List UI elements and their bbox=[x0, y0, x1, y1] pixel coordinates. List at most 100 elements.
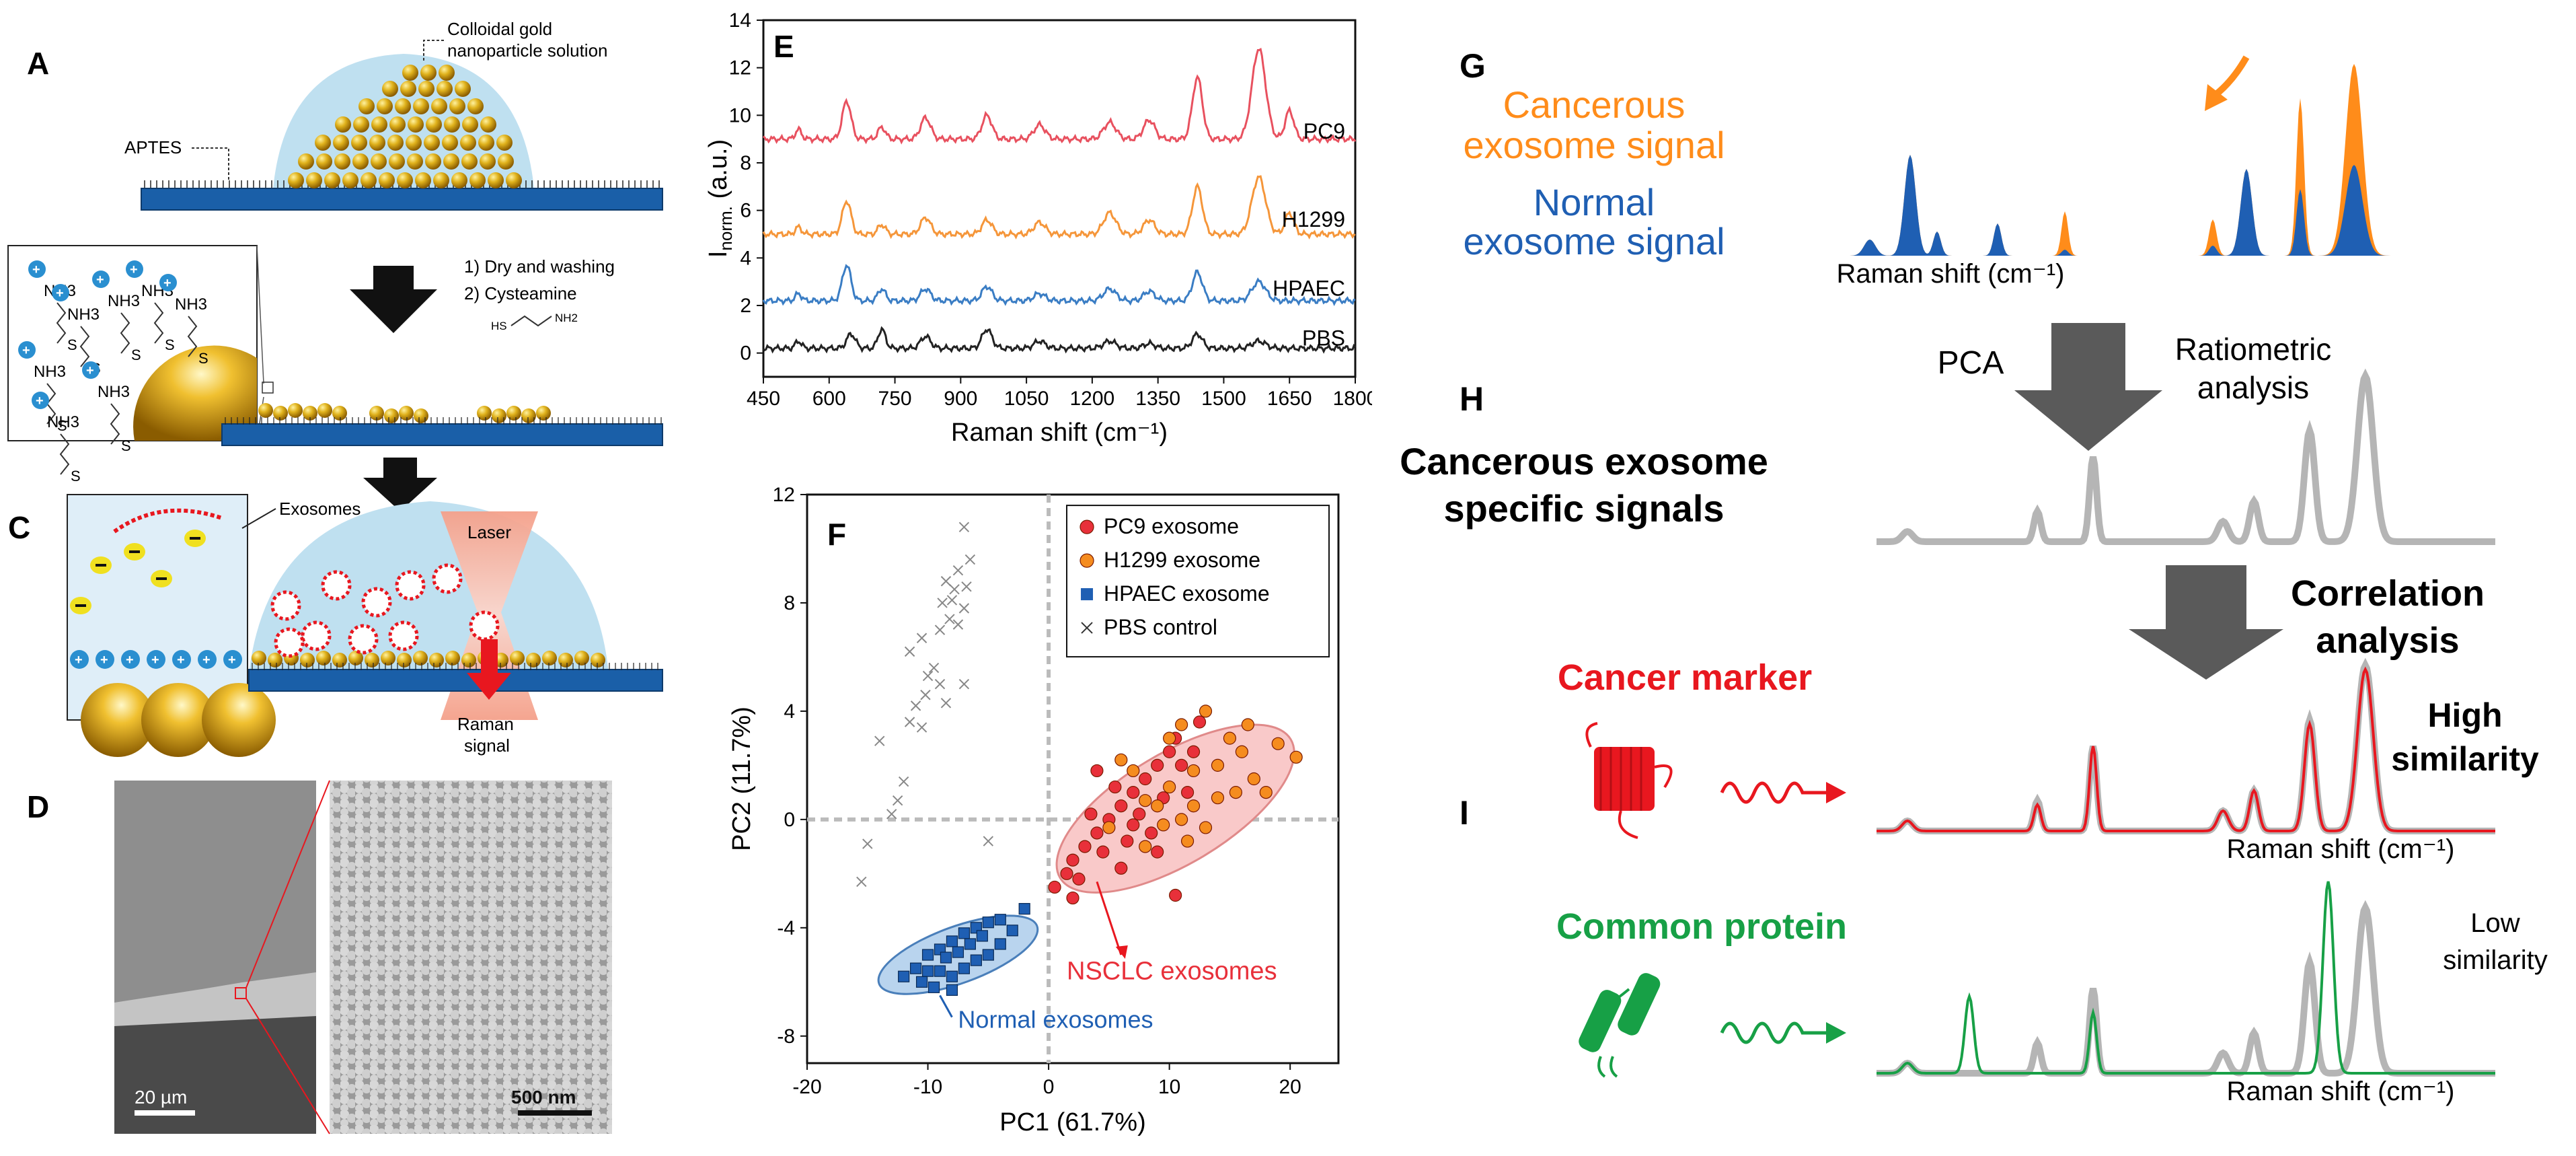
gold-nanoparticle bbox=[542, 651, 557, 665]
low-similarity-2: similarity bbox=[2443, 945, 2548, 975]
minus-sign bbox=[75, 604, 86, 607]
scatter-point bbox=[1096, 845, 1110, 859]
plus-sign: + bbox=[32, 262, 40, 277]
chart-frame bbox=[806, 493, 1340, 1064]
minus-sign bbox=[156, 577, 167, 580]
scatter-point bbox=[1048, 880, 1061, 894]
y-axis-label: Inorm. (a.u.) bbox=[704, 139, 736, 258]
positive-charge-icon bbox=[159, 274, 177, 291]
gold-nanoparticle bbox=[425, 153, 441, 170]
exosome bbox=[270, 590, 301, 621]
y-tick-label: 8 bbox=[784, 592, 795, 614]
g-spectrum bbox=[1836, 64, 2509, 256]
positive-charge-icon bbox=[126, 260, 143, 278]
y-tick-label: 12 bbox=[773, 484, 795, 506]
scatter-point bbox=[946, 935, 958, 947]
panel-letter-i: I bbox=[1460, 794, 1469, 832]
scatter-point bbox=[949, 584, 960, 595]
gold-nanoparticle bbox=[400, 81, 416, 97]
scatter-point bbox=[1223, 731, 1237, 745]
scatter-point bbox=[1102, 821, 1116, 834]
correlation-arrow bbox=[2129, 565, 2283, 680]
series-label-hpaec: HPAEC bbox=[1273, 276, 1345, 300]
gold-nanoparticle bbox=[480, 153, 496, 170]
gold-nanoparticle bbox=[444, 116, 460, 133]
gold-nanoparticle bbox=[469, 172, 486, 188]
gold-nanoparticle bbox=[288, 403, 303, 418]
scatter-point bbox=[940, 951, 952, 964]
scatter-point bbox=[916, 633, 927, 643]
scatter-point bbox=[862, 838, 873, 849]
common-protein-wave-arrowhead bbox=[1826, 1022, 1846, 1044]
scatter-point bbox=[1090, 764, 1104, 778]
nsclc-annotation: NSCLC exosomes bbox=[1067, 957, 1277, 985]
scatter-point bbox=[904, 717, 915, 727]
gold-nanoparticle bbox=[379, 172, 395, 188]
exosome bbox=[395, 570, 426, 601]
positive-charge-icon bbox=[198, 650, 217, 669]
nsclc-arrow bbox=[1096, 881, 1123, 955]
aptes-label: APTES bbox=[124, 137, 182, 157]
positive-charge-icon bbox=[82, 361, 100, 379]
minus-sign bbox=[96, 564, 106, 567]
exosome bbox=[301, 620, 332, 651]
positive-charge-icon bbox=[96, 650, 114, 669]
gold-nanoparticle bbox=[306, 172, 322, 188]
gold-nanoparticle bbox=[431, 98, 447, 114]
scatter-point bbox=[915, 976, 928, 988]
gold-nanoparticle bbox=[298, 153, 314, 170]
down-arrow-1 bbox=[350, 266, 437, 333]
legend-label: PBS control bbox=[1104, 615, 1217, 639]
scatter-point bbox=[1229, 786, 1242, 799]
series-label-pc9: PC9 bbox=[1303, 119, 1345, 143]
scatter-point bbox=[920, 690, 931, 700]
common-protein-wave bbox=[1720, 1021, 1829, 1044]
plus-sign: + bbox=[202, 653, 211, 667]
x-tick-label: 0 bbox=[1043, 1076, 1055, 1098]
plus-sign: + bbox=[86, 363, 94, 378]
gold-nanoparticle bbox=[377, 98, 393, 114]
scatter-point bbox=[946, 984, 958, 996]
panel-letter-h: H bbox=[1460, 380, 1484, 418]
x-tick-label: 450 bbox=[747, 388, 780, 410]
exosome bbox=[432, 563, 463, 594]
common-protein-spectrum bbox=[1877, 881, 2495, 1075]
gold-nanoparticle bbox=[408, 116, 424, 133]
scatter-point bbox=[1180, 834, 1195, 848]
sulfur-label: S bbox=[165, 336, 175, 353]
nh2-label: NH2 bbox=[555, 312, 578, 324]
alkyl-chain bbox=[110, 403, 120, 445]
scatter-point bbox=[1199, 705, 1213, 718]
normal-signal-label-1: Normal bbox=[1533, 181, 1655, 223]
nh3-label: NH3 bbox=[98, 383, 130, 401]
h-title-2: specific signals bbox=[1443, 487, 1724, 530]
cancer-marker-wave-arrowhead bbox=[1826, 782, 1846, 803]
plus-sign: + bbox=[56, 286, 64, 301]
gold-nanoparticle bbox=[334, 153, 350, 170]
minus-sign bbox=[129, 550, 140, 553]
scatter-point bbox=[910, 700, 921, 711]
exosome bbox=[361, 587, 392, 618]
scatter-point bbox=[1174, 813, 1188, 826]
x-axis-label: Raman shift (cm⁻¹) bbox=[951, 419, 1168, 447]
gold-nanoparticle bbox=[477, 406, 492, 421]
gold-nanoparticle bbox=[316, 153, 332, 170]
scatter-point bbox=[1108, 780, 1122, 794]
scatter-point bbox=[1241, 718, 1254, 731]
scatter-point bbox=[1072, 872, 1086, 886]
scatter-point bbox=[921, 949, 934, 961]
scatter-point bbox=[952, 565, 964, 576]
scatter-point bbox=[1121, 834, 1134, 848]
cysteamine-structure bbox=[510, 315, 552, 327]
gold-nanoparticles-droplet bbox=[288, 65, 522, 188]
gold-nanoparticle bbox=[316, 651, 331, 665]
scatter-point bbox=[961, 581, 972, 592]
scatter-point bbox=[1006, 925, 1018, 937]
i-xlabel-1: Raman shift (cm⁻¹) bbox=[2227, 834, 2455, 864]
plus-sign: + bbox=[177, 653, 185, 667]
raman-label-1: Raman bbox=[457, 714, 514, 734]
scatter-point bbox=[1084, 807, 1098, 821]
scatter-point bbox=[964, 938, 976, 950]
plus-sign: + bbox=[228, 653, 236, 667]
